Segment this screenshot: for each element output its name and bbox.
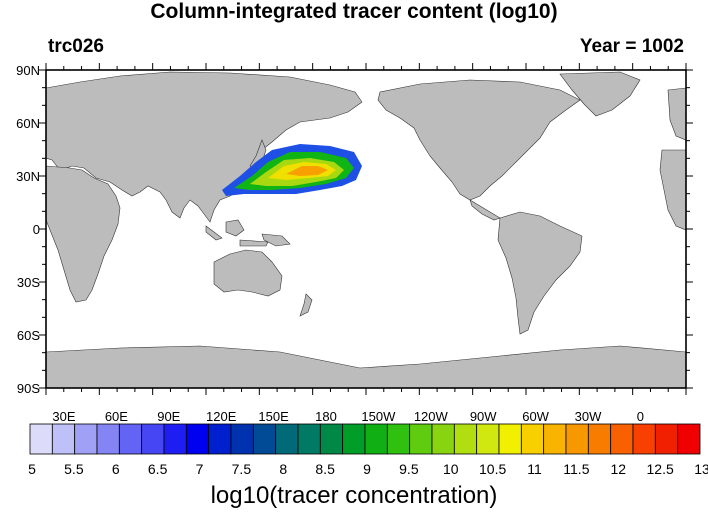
colorbar-swatch <box>565 423 589 455</box>
lon-label: 60W <box>522 409 549 424</box>
colorbar-swatch <box>654 423 679 455</box>
colorbar-tick-label: 8 <box>279 461 288 477</box>
colorbar-swatch <box>297 423 321 455</box>
lat-label: 90N <box>16 63 40 78</box>
north-america-land <box>377 79 581 201</box>
lon-label: 120W <box>414 409 449 424</box>
colorbar-swatch <box>498 423 522 455</box>
lon-label: 60E <box>105 409 128 424</box>
lat-label: 90S <box>17 381 40 396</box>
colorbar-swatch <box>520 423 545 455</box>
lon-label: 0 <box>637 409 644 424</box>
greenland-land <box>559 71 641 117</box>
colorbar-swatch <box>453 423 478 455</box>
colorbar-swatch <box>543 423 567 455</box>
colorbar-swatch <box>275 423 299 455</box>
lon-label: 90E <box>157 409 180 424</box>
sumatra-borneo-land <box>205 219 269 247</box>
colorbar-swatch <box>610 423 634 455</box>
landmasses <box>46 71 686 388</box>
eurasia-africa-land <box>46 71 363 223</box>
colorbar-swatch <box>208 423 232 455</box>
tracer-name-label: trc026 <box>48 36 104 57</box>
lon-label: 90W <box>470 409 497 424</box>
latitude-labels: 90N 60N 30N 0 30S 60S 90S <box>16 63 40 396</box>
colorbar-tick-label: 10.5 <box>479 461 507 477</box>
new-guinea-land <box>261 233 291 247</box>
colorbar-tick-label: 13 <box>694 461 708 477</box>
antarctica-land <box>46 345 686 388</box>
colorbar-swatch <box>431 423 455 455</box>
south-america-land <box>497 211 583 335</box>
colorbar-swatch <box>476 423 500 455</box>
colorbar-swatch <box>386 423 411 455</box>
colorbar-tick-label: 8.5 <box>315 461 335 477</box>
new-zealand-land <box>299 293 313 317</box>
colorbar-swatch <box>141 423 165 455</box>
colorbar-swatch <box>632 423 656 455</box>
lon-label: 150W <box>361 409 396 424</box>
colorbar-tick-label: 12 <box>610 461 627 477</box>
colorbar-tick-label: 6.5 <box>147 461 168 477</box>
lat-label: 60S <box>17 328 40 343</box>
plot-title: Column-integrated tracer content (log10) <box>150 0 558 23</box>
colorbar-tick-label: 5.5 <box>64 461 84 477</box>
lon-label: 150E <box>258 409 289 424</box>
colorbar-swatch <box>96 423 120 455</box>
map-ticks <box>39 63 693 395</box>
lat-label: 30S <box>17 275 40 290</box>
colorbar-swatch <box>364 423 388 455</box>
colorbar-swatch <box>51 423 76 455</box>
lon-label: 30W <box>575 409 602 424</box>
colorbar-title: log10(tracer concentration) <box>210 482 498 509</box>
colorbar-swatch <box>409 423 433 455</box>
colorbar-swatch <box>230 423 254 455</box>
colorbar-tick-label: 9.5 <box>399 461 419 477</box>
colorbar-swatch <box>163 423 187 455</box>
colorbar-swatch <box>677 423 701 455</box>
colorbar-swatch <box>185 423 210 455</box>
lon-label: 120E <box>206 409 237 424</box>
colorbar-tick-label: 11 <box>527 461 542 477</box>
europe-africa-east-edge-land <box>659 87 686 231</box>
colorbar-tick-label: 12.5 <box>646 461 674 477</box>
australia-land <box>213 249 283 297</box>
colorbar-swatch <box>29 423 53 455</box>
colorbar-tick-label: 10 <box>442 461 459 477</box>
colorbar-tick-label: 6 <box>111 461 120 477</box>
colorbar-tick-label: 7 <box>195 461 204 477</box>
lat-label: 60N <box>16 116 40 131</box>
central-america-land <box>469 199 501 221</box>
lon-label: 180 <box>315 409 337 424</box>
colorbar-swatch <box>118 423 143 455</box>
colorbar-swatch <box>74 423 98 455</box>
colorbar-swatch <box>252 423 277 455</box>
colorbar-tick-label: 7.5 <box>231 461 252 477</box>
tracer-plume <box>222 144 362 196</box>
lon-label: 30E <box>52 409 75 424</box>
colorbar-tick-label: 11.5 <box>563 461 590 477</box>
lat-label: 30N <box>16 169 40 184</box>
longitude-labels: 30E 60E 90E 120E 150E 180 150W 120W 90W 60W 30W 0 <box>52 409 644 424</box>
colorbar-swatch <box>587 423 612 455</box>
colorbar-tick-label: 9 <box>363 461 371 477</box>
colorbar-swatch <box>319 423 344 455</box>
colorbar-tick-label: 5 <box>28 461 36 477</box>
africa-land <box>46 165 121 303</box>
year-label: Year = 1002 <box>579 36 684 57</box>
colorbar-swatch <box>342 423 366 455</box>
colorbar <box>29 423 701 455</box>
lat-label: 0 <box>33 222 40 237</box>
